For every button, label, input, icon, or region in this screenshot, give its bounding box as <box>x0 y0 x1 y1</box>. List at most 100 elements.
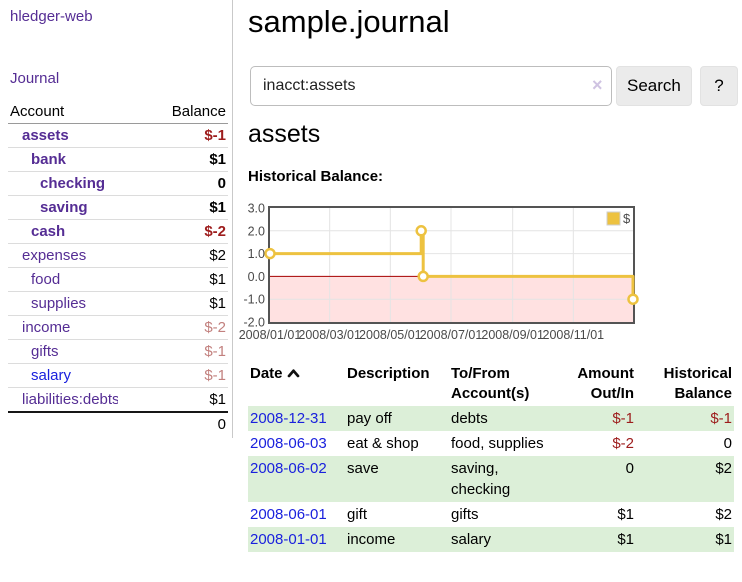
account-row: liabilities:debts $1 <box>8 387 228 413</box>
account-link[interactable]: bank <box>31 151 67 168</box>
register-row: 2008-12-31 pay off debts $-1 $-1 <box>248 406 734 431</box>
account-name-cell: saving <box>8 195 118 220</box>
account-name-cell: salary <box>8 363 118 388</box>
accounts-header-row: Account Balance <box>8 100 228 124</box>
sidebar: hledger-web Journal Account Balance asse… <box>0 0 233 438</box>
column-header-date[interactable]: Date <box>248 362 345 406</box>
y-tick-label: 1.0 <box>248 247 265 261</box>
account-link[interactable]: expenses <box>22 247 87 264</box>
transaction-date-link[interactable]: 2008-01-01 <box>250 531 327 548</box>
account-balance: $1 <box>118 195 228 220</box>
register-amount: $1 <box>617 531 634 548</box>
transaction-date-link[interactable]: 2008-06-03 <box>250 435 327 452</box>
account-balance: $-2 <box>118 315 228 340</box>
account-balance: $-1 <box>118 363 228 388</box>
register-amount: 0 <box>625 460 634 477</box>
account-name-cell: checking <box>8 171 118 196</box>
account-name-cell: expenses <box>8 243 118 268</box>
account-row: food $1 <box>8 267 228 292</box>
account-link[interactable]: assets <box>22 127 69 144</box>
account-row: expenses $2 <box>8 243 228 268</box>
column-header-date-label: Date <box>250 365 283 382</box>
transaction-date-link[interactable]: 2008-12-31 <box>250 410 327 427</box>
data-point-marker <box>627 293 639 305</box>
register-row: 2008-06-03 eat & shop food, supplies $-2 0 <box>248 431 734 456</box>
account-title: assets <box>248 120 321 148</box>
account-link[interactable]: income <box>22 319 71 336</box>
register-row: 2008-06-02 save saving, checking 0 $2 <box>248 456 734 502</box>
balance-chart-svg: 3.0 2.0 1.0 0.0 -1.0 -2.02008/01/012008/03/01… <box>239 202 639 342</box>
register-accounts: food, supplies <box>451 435 544 452</box>
clear-search-icon[interactable]: × <box>592 75 603 95</box>
accounts-total-row: 0 <box>8 411 228 436</box>
account-balance: 0 <box>118 171 228 196</box>
search-form: × Search ? <box>250 66 742 106</box>
register-header-row: Date Description To/From Account(s) Amou… <box>248 362 734 406</box>
x-tick-label: 2008/07/01 <box>420 328 483 342</box>
y-tick-label: 3.0 <box>248 202 265 216</box>
data-point-marker <box>415 225 427 237</box>
account-balance: $1 <box>118 291 228 316</box>
account-row: supplies $1 <box>8 291 228 316</box>
x-tick-label: 2008/01/01 <box>239 328 302 342</box>
account-balance: $-2 <box>118 219 228 244</box>
account-link[interactable]: food <box>31 271 61 288</box>
account-link[interactable]: salary <box>31 367 72 384</box>
brand-link[interactable]: hledger-web <box>10 8 93 25</box>
account-link[interactable]: cash <box>31 223 66 240</box>
account-balance: $1 <box>118 267 228 292</box>
y-tick-label: -2.0 <box>243 316 265 330</box>
account-row: assets $-1 <box>8 123 228 148</box>
page-title: sample.journal <box>248 4 450 39</box>
plot-border <box>268 206 635 324</box>
account-name-cell: gifts <box>8 339 118 364</box>
x-tick-label: 2008/05/01 <box>359 328 422 342</box>
account-name-cell: supplies <box>8 291 118 316</box>
help-button[interactable]: ? <box>700 66 738 106</box>
y-tick-label: 0.0 <box>248 270 265 284</box>
column-header-balance: Historical Balance <box>663 365 732 402</box>
account-name-cell: assets <box>8 123 118 148</box>
register-accounts: saving, checking <box>451 460 511 498</box>
y-tick-label: -1.0 <box>243 293 265 307</box>
account-row: cash $-2 <box>8 219 228 244</box>
column-header-description: Description <box>347 365 430 382</box>
search-button[interactable]: Search <box>616 66 692 106</box>
account-balance: $1 <box>118 147 228 172</box>
register-accounts: debts <box>451 410 488 427</box>
register-date-cell: 2008-06-02 <box>248 456 345 502</box>
register-balance: $-1 <box>710 410 732 427</box>
accounts-table: Account Balance assets $-1 bank $1 checking 0… <box>8 100 228 436</box>
register-amount: $-2 <box>612 435 634 452</box>
transaction-date-link[interactable]: 2008-06-02 <box>250 460 327 477</box>
register-date-cell: 2008-06-01 <box>248 502 345 527</box>
search-input[interactable] <box>250 66 612 106</box>
legend-swatch <box>606 211 621 226</box>
register-date-cell: 2008-06-03 <box>248 431 345 456</box>
account-link[interactable]: saving <box>40 199 88 216</box>
register-balance: $2 <box>715 460 732 477</box>
account-link[interactable]: liabilities:debts <box>22 391 118 408</box>
data-point-marker <box>417 270 429 283</box>
sidebar-item-journal[interactable]: Journal <box>10 70 60 87</box>
balance-chart: 3.0 2.0 1.0 0.0 -1.0 -2.0 2008/01/01 2008/03/01… <box>239 202 740 348</box>
account-link[interactable]: supplies <box>31 295 87 312</box>
register-accounts: salary <box>451 531 492 548</box>
main-content: sample.journal × Search ? assets Histori… <box>239 0 742 582</box>
accounts-header-balance: Balance <box>118 100 228 124</box>
register-date-cell: 2008-12-31 <box>248 406 345 431</box>
account-balance: $-1 <box>118 123 228 148</box>
account-name-cell: cash <box>8 219 118 244</box>
account-link[interactable]: checking <box>40 175 106 192</box>
account-name-cell: bank <box>8 147 118 172</box>
account-row: bank $1 <box>8 147 228 172</box>
register-balance: $1 <box>715 531 732 548</box>
register-row: 2008-06-01 gift gifts $1 $2 <box>248 502 734 527</box>
transaction-date-link[interactable]: 2008-06-01 <box>250 506 327 523</box>
x-tick-label: 2008/11/01 <box>543 328 605 342</box>
account-link[interactable]: gifts <box>31 343 59 360</box>
register-accounts: gifts <box>451 506 479 523</box>
chart-heading: Historical Balance: <box>248 168 384 185</box>
register-table: Date Description To/From Account(s) Amou… <box>248 362 734 552</box>
register-balance: $2 <box>715 506 732 523</box>
